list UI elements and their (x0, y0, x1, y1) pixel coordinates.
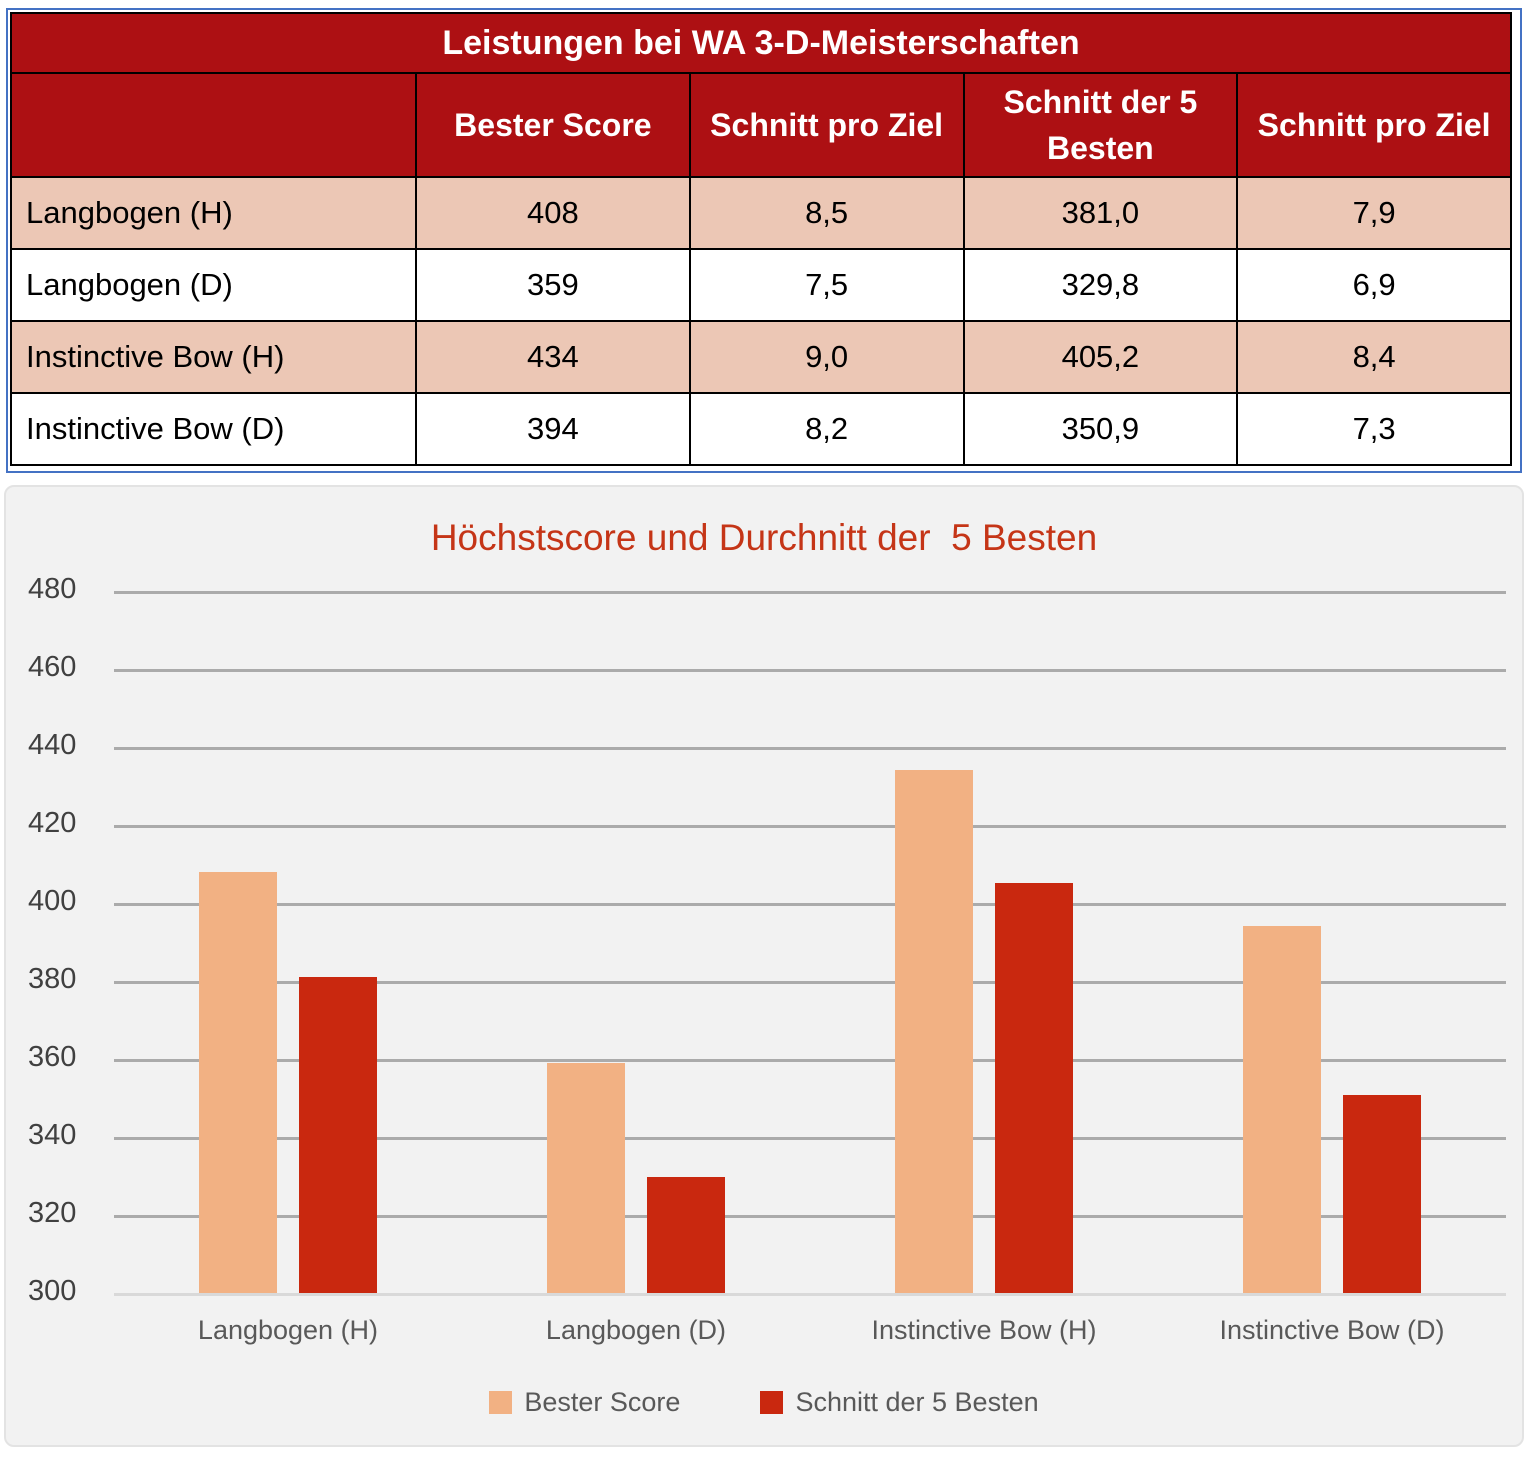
row-value: 381,0 (962, 176, 1239, 250)
bar-group (1158, 591, 1506, 1293)
row-value: 408 (415, 176, 691, 250)
gridline (114, 825, 1506, 828)
y-tick-label: 420 (28, 807, 77, 839)
legend-item: Bester Score (489, 1387, 680, 1418)
bar-bester-score (547, 1062, 625, 1293)
legend-item: Schnitt der 5 Besten (760, 1387, 1039, 1418)
y-tick-label: 320 (28, 1197, 77, 1229)
row-label: Langbogen (H) (10, 176, 417, 250)
category-label: Langbogen (H) (197, 1315, 379, 1345)
bar-schnitt-der-5-besten (647, 1176, 725, 1293)
category-labels: Langbogen (H) Langbogen (D) Instinctive Bo… (114, 1315, 1506, 1346)
y-tick-label: 400 (28, 885, 77, 917)
plot-area: 480 460 440 420 400 380 360 340 320 300 Langbogen … (22, 567, 1508, 1347)
category-label: Instinctive Bow (H) (871, 1315, 1097, 1345)
gridline (114, 1059, 1506, 1062)
y-tick-label: 480 (28, 573, 77, 605)
bar-bester-score (199, 871, 277, 1293)
y-tick-label: 300 (28, 1275, 77, 1307)
table-body: Langbogen (H) 408 8,5 381,0 7,9 Langbogen (D)… (10, 176, 1512, 466)
category-label: Langbogen (D) (545, 1315, 727, 1345)
bar-groups (114, 591, 1506, 1293)
row-value: 7,3 (1236, 392, 1512, 466)
chart-card: Höchstscore und Durchnitt der 5 Besten 4… (4, 485, 1524, 1447)
table-title-row: Leistungen bei WA 3-D-Meisterschaften (10, 12, 1512, 74)
row-value: 8,5 (688, 176, 965, 250)
row-value: 394 (415, 392, 691, 466)
y-tick-label: 380 (28, 963, 77, 995)
table-row: Instinctive Bow (D) 394 8,2 350,9 7,3 (10, 392, 1512, 466)
row-value: 329,8 (962, 248, 1239, 322)
row-value: 434 (415, 320, 691, 394)
row-label: Instinctive Bow (D) (10, 392, 417, 466)
y-tick-label: 360 (28, 1041, 77, 1073)
legend-label: Schnitt der 5 Besten (795, 1387, 1039, 1417)
gridline (114, 903, 1506, 906)
row-label: Instinctive Bow (H) (10, 320, 417, 394)
row-value: 9,0 (688, 320, 965, 394)
bar-bester-score (1243, 926, 1321, 1293)
row-value: 8,4 (1236, 320, 1512, 394)
gridline (114, 1215, 1506, 1218)
gridline (114, 1137, 1506, 1140)
row-value: 8,2 (688, 392, 965, 466)
legend-swatch (489, 1391, 513, 1414)
table-header-cell: Schnitt der 5 Besten (962, 72, 1239, 178)
bar-schnitt-der-5-besten (299, 977, 377, 1293)
row-label: Langbogen (D) (10, 248, 417, 322)
bar-group (114, 591, 462, 1293)
row-value: 7,5 (688, 248, 965, 322)
bar-group (462, 591, 810, 1293)
y-tick-label: 340 (28, 1119, 77, 1151)
chart-legend: Bester Score Schnitt der 5 Besten (6, 1387, 1522, 1418)
legend-swatch (760, 1391, 784, 1414)
row-value: 6,9 (1236, 248, 1512, 322)
gridline (114, 1293, 1506, 1296)
legend-label: Bester Score (524, 1387, 681, 1417)
table-row: Langbogen (D) 359 7,5 329,8 6,9 (10, 248, 1512, 322)
bar-schnitt-der-5-besten (1343, 1094, 1421, 1293)
table-header-cell: Schnitt pro Ziel (1236, 72, 1512, 178)
bar-bester-score (895, 770, 973, 1293)
table-header-cell-empty (10, 72, 417, 178)
table-row: Instinctive Bow (H) 434 9,0 405,2 8,4 (10, 320, 1512, 394)
results-table: Leistungen bei WA 3-D-Meisterschaften Be… (10, 12, 1512, 466)
row-value: 7,9 (1236, 176, 1512, 250)
y-tick-label: 460 (28, 651, 77, 683)
row-value: 405,2 (962, 320, 1239, 394)
gridline (114, 669, 1506, 672)
results-table-frame: Leistungen bei WA 3-D-Meisterschaften Be… (6, 8, 1522, 473)
table-header-row: Bester Score Schnitt pro Ziel Schnitt der … (10, 72, 1512, 178)
row-value: 359 (415, 248, 691, 322)
chart-title: Höchstscore und Durchnitt der 5 Besten (430, 517, 1098, 558)
bar-schnitt-der-5-besten (995, 882, 1073, 1293)
table-header-cell: Bester Score (415, 72, 691, 178)
category-label: Instinctive Bow (D) (1219, 1315, 1445, 1345)
page: Leistungen bei WA 3-D-Meisterschaften Be… (0, 8, 1528, 1447)
gridline (114, 747, 1506, 750)
row-value: 350,9 (962, 392, 1239, 466)
bar-group (810, 591, 1158, 1293)
gridline (114, 981, 1506, 984)
table-title: Leistungen bei WA 3-D-Meisterschaften (10, 12, 1512, 74)
gridline (114, 591, 1506, 594)
table-header-cell: Schnitt pro Ziel (688, 72, 965, 178)
y-tick-label: 440 (28, 729, 77, 761)
table-row: Langbogen (H) 408 8,5 381,0 7,9 (10, 176, 1512, 250)
